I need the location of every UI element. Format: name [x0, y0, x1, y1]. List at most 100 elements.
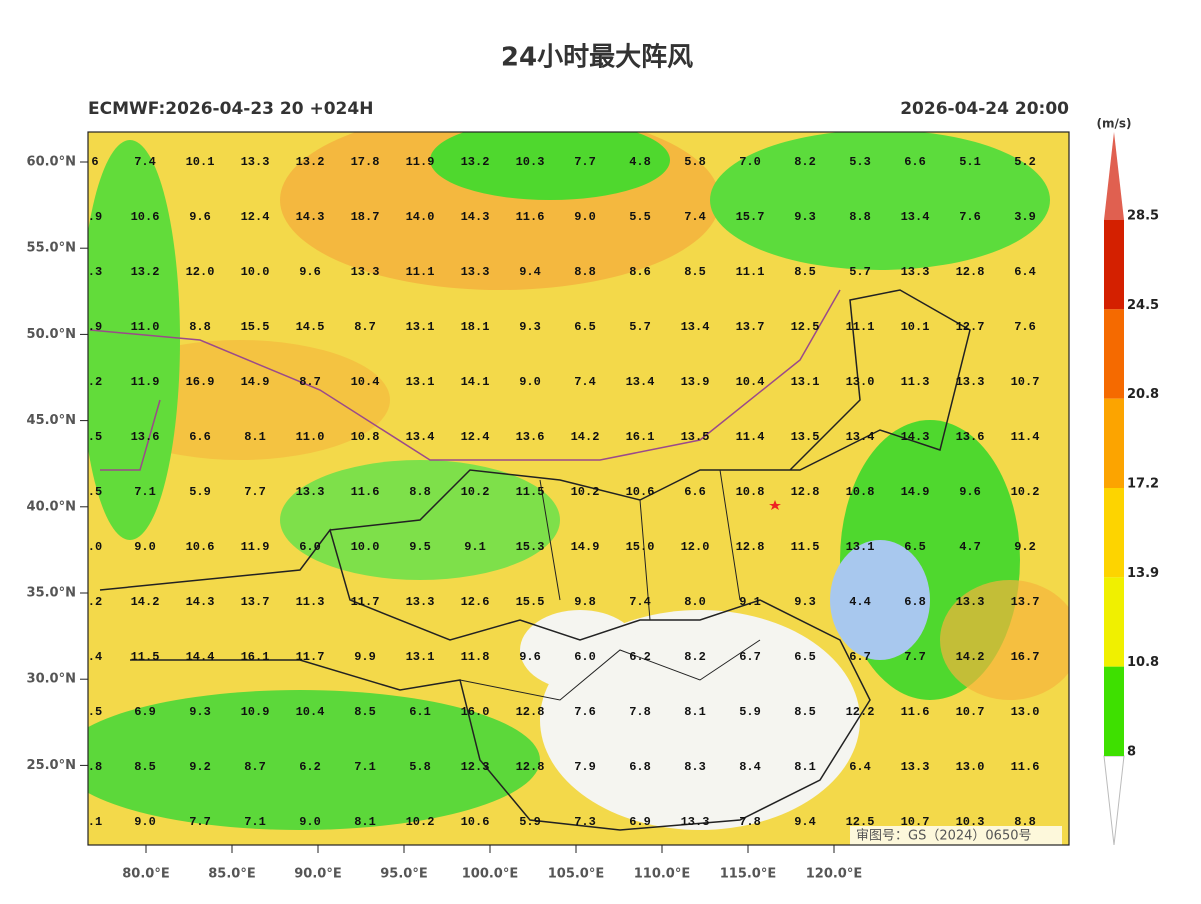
wind-value: 12.5: [846, 815, 875, 829]
wind-value: .2: [88, 375, 102, 389]
wind-value: 14.2: [131, 595, 160, 609]
wind-value: 11.4: [736, 430, 765, 444]
wind-value: 13.1: [406, 320, 435, 334]
wind-value: 9.4: [794, 815, 816, 829]
wind-value: 13.9: [681, 375, 710, 389]
wind-value: 8.5: [354, 705, 376, 719]
wind-value: 14.2: [956, 650, 985, 664]
wind-value: 14.9: [571, 540, 600, 554]
wind-value: 10.1: [186, 155, 215, 169]
wind-value: 14.3: [461, 210, 490, 224]
wind-value: 9.1: [739, 595, 761, 609]
wind-value: 7.4: [684, 210, 706, 224]
wind-value: 7.7: [244, 485, 266, 499]
wind-value: 9.6: [299, 265, 321, 279]
wind-value: 11.3: [296, 595, 325, 609]
wind-value: 7.4: [574, 375, 596, 389]
wind-value: 11.3: [901, 375, 930, 389]
wind-value: 13.7: [241, 595, 270, 609]
approval: 审图号：GS（2024）0650号: [856, 829, 1032, 844]
wind-value: 8.1: [244, 430, 266, 444]
wind-value: 3.9: [1014, 210, 1036, 224]
wind-value: 10.6: [131, 210, 160, 224]
wind-value: 12.0: [186, 265, 215, 279]
wind-value: 9.9: [354, 650, 376, 664]
wind-value: 4.7: [959, 540, 981, 554]
wind-value: 11.9: [406, 155, 435, 169]
colorbar-label: 10.8: [1127, 655, 1159, 670]
wind-value: .3: [88, 265, 102, 279]
wind-value: 5.8: [684, 155, 706, 169]
wind-value: 9.3: [519, 320, 541, 334]
wind-value: 14.3: [186, 595, 215, 609]
wind-value: 12.7: [956, 320, 985, 334]
wind-value: 12.8: [516, 760, 545, 774]
wind-value: 17.8: [351, 155, 380, 169]
lon-label: 95.0°E: [380, 867, 427, 882]
wind-value: 12.4: [461, 430, 490, 444]
wind-value: 10.6: [186, 540, 215, 554]
wind-value: 10.6: [461, 815, 490, 829]
wind-value: 10.4: [736, 375, 765, 389]
wind-value: 13.3: [901, 760, 930, 774]
colorbar-bottom: [1103, 755, 1125, 846]
wind-value: 14.0: [406, 210, 435, 224]
wind-value: 9.0: [134, 540, 156, 554]
wind-value: 13.4: [626, 375, 655, 389]
wind-value: 16.0: [461, 705, 490, 719]
wind-value: 8.5: [794, 705, 816, 719]
wind-value: 13.0: [956, 760, 985, 774]
wind-value: .1: [88, 815, 102, 829]
wind-value: 16.1: [241, 650, 270, 664]
wind-value: 13.4: [406, 430, 435, 444]
wind-value: 10.6: [626, 485, 655, 499]
subtitle-left: ECMWF:2026-04-23 20 +024H: [88, 99, 373, 119]
wind-value: 14.9: [901, 485, 930, 499]
wind-value: 18.7: [351, 210, 380, 224]
wind-value: 6.9: [134, 705, 156, 719]
wind-value: 8.8: [849, 210, 871, 224]
wind-value: 6.5: [794, 650, 816, 664]
wind-value: 6.7: [739, 650, 761, 664]
wind-value: 7.6: [1014, 320, 1036, 334]
wind-value: 10.4: [296, 705, 325, 719]
colorbar-label: 20.8: [1127, 387, 1159, 402]
wind-value: .8: [88, 760, 102, 774]
wind-value: 11.0: [296, 430, 325, 444]
wind-value: 15.5: [516, 595, 545, 609]
wind-value: 18.1: [461, 320, 490, 334]
colorbar-segment: [1104, 398, 1124, 488]
wind-value: 7.9: [574, 760, 596, 774]
wind-value: 10.7: [956, 705, 985, 719]
wind-value: 13.3: [241, 155, 270, 169]
wind-value: 6.9: [629, 815, 651, 829]
wind-value: 15.3: [516, 540, 545, 554]
wind-value: 7.7: [574, 155, 596, 169]
wind-value: 6.5: [904, 540, 926, 554]
wind-value: 13.6: [516, 430, 545, 444]
wind-value: 9.0: [519, 375, 541, 389]
wind-value: 8.1: [354, 815, 376, 829]
wind-value: 10.8: [736, 485, 765, 499]
wind-value: 8.7: [244, 760, 266, 774]
wind-value: 11.1: [406, 265, 435, 279]
wind-value: 13.4: [681, 320, 710, 334]
lon-label: 85.0°E: [208, 867, 255, 882]
wind-value: 11.9: [131, 375, 160, 389]
wind-value: 8.2: [684, 650, 706, 664]
wind-value: 8.7: [354, 320, 376, 334]
wind-value: 11.8: [461, 650, 490, 664]
lon-label: 110.0°E: [634, 867, 691, 882]
wind-value: 14.3: [901, 430, 930, 444]
lon-label: 100.0°E: [462, 867, 519, 882]
wind-value: .4: [88, 650, 102, 664]
wind-value: 8.2: [794, 155, 816, 169]
wind-value: 10.8: [846, 485, 875, 499]
wind-value: 11.5: [791, 540, 820, 554]
wind-value: 10.1: [901, 320, 930, 334]
wind-value: 6.6: [684, 485, 706, 499]
wind-value: 6.6: [189, 430, 211, 444]
wind-value: 14.1: [461, 375, 490, 389]
wind-value: .5: [88, 485, 102, 499]
wind-value: 13.3: [681, 815, 710, 829]
